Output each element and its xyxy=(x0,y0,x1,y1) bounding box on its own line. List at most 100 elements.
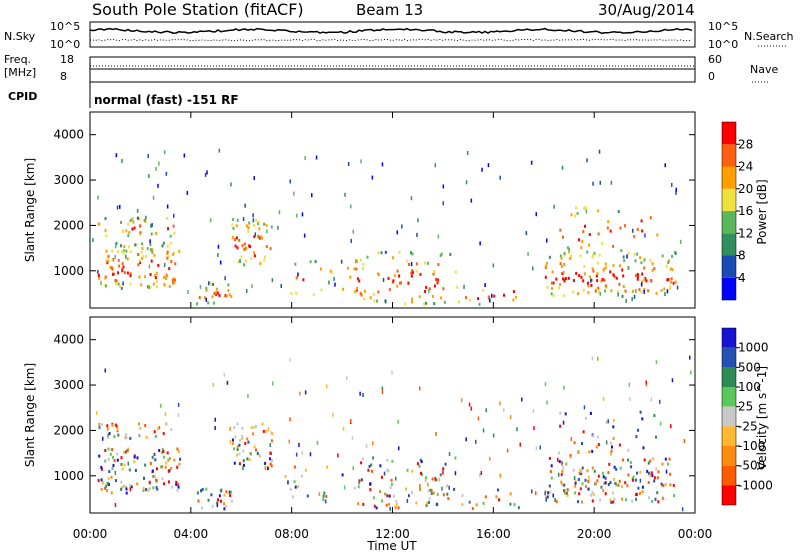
echo-cell xyxy=(545,497,547,502)
echo-cell xyxy=(569,257,572,261)
echo-cell xyxy=(647,289,650,293)
echo-cell xyxy=(110,491,113,495)
echo-cell xyxy=(482,501,485,505)
echo-cell xyxy=(251,284,253,289)
echo-cell xyxy=(579,487,582,491)
echo-cell xyxy=(578,471,581,475)
echo-cell xyxy=(626,254,628,259)
echo-cell xyxy=(609,452,612,456)
date-title: 30/Aug/2014 xyxy=(598,1,695,19)
echo-cell xyxy=(661,462,664,466)
echo-cell xyxy=(419,386,421,391)
echo-cell xyxy=(597,232,600,236)
echo-cell xyxy=(613,497,616,501)
echo-cell xyxy=(165,461,168,465)
echo-cell xyxy=(105,249,108,253)
echo-cell xyxy=(617,483,620,487)
echo-cell xyxy=(239,259,241,263)
echo-cell xyxy=(398,274,401,278)
echo-cell xyxy=(100,281,102,285)
echo-cell xyxy=(240,255,243,259)
echo-cell xyxy=(562,465,564,470)
echo-cell xyxy=(416,232,418,237)
echo-cell xyxy=(356,259,359,263)
echo-cell xyxy=(669,267,672,271)
echo-cell xyxy=(154,276,157,280)
echo-cell xyxy=(666,289,669,294)
echo-cell xyxy=(120,480,123,484)
echo-cell xyxy=(646,469,649,473)
echo-cell xyxy=(594,482,597,486)
echo-cell xyxy=(271,432,274,436)
echo-cell xyxy=(169,241,172,245)
echo-cell xyxy=(539,445,541,450)
echo-cell xyxy=(609,481,612,485)
echo-cell xyxy=(558,451,561,455)
echo-cell xyxy=(573,441,576,445)
echo-cell xyxy=(623,259,626,263)
echo-cell xyxy=(360,159,362,164)
echo-cell xyxy=(656,476,659,480)
echo-cell xyxy=(574,484,577,488)
nsearch-tick-bottom: 10^0 xyxy=(708,38,738,51)
echo-cell xyxy=(197,499,200,503)
echo-cell xyxy=(604,492,607,496)
echo-cell xyxy=(293,480,296,484)
echo-cell xyxy=(531,489,533,494)
echo-cell xyxy=(552,493,554,498)
echo-cell xyxy=(487,163,490,168)
echo-cell xyxy=(570,437,573,442)
echo-cell xyxy=(544,382,547,387)
echo-cell xyxy=(145,488,148,492)
echo-cell xyxy=(250,425,253,429)
echo-cell xyxy=(432,491,435,495)
echo-cell xyxy=(149,462,152,465)
echo-cell xyxy=(166,204,169,209)
echo-cell xyxy=(289,487,292,491)
echo-cell xyxy=(442,201,444,206)
echo-cell xyxy=(580,246,583,250)
echo-cell xyxy=(641,485,644,489)
echo-cell xyxy=(272,381,274,386)
echo-cell xyxy=(155,231,158,235)
echo-cell xyxy=(121,467,124,471)
echo-cell xyxy=(424,289,426,293)
echo-cell xyxy=(627,266,630,270)
echo-cell xyxy=(584,416,587,420)
echo-cell xyxy=(322,498,325,502)
echo-cell xyxy=(435,478,438,482)
echo-cell xyxy=(689,355,691,360)
echo-cell xyxy=(554,497,556,502)
echo-cell xyxy=(613,465,616,469)
echo-cell xyxy=(231,223,234,227)
echo-cell xyxy=(629,396,631,401)
x-tick-label: 00:00 xyxy=(73,527,108,541)
echo-cell xyxy=(436,492,439,496)
echo-cell xyxy=(617,292,619,297)
echo-cell xyxy=(563,262,566,266)
colorbar-tick-label: 25 xyxy=(738,400,753,414)
echo-cell xyxy=(149,285,152,289)
echo-cell xyxy=(426,261,429,265)
echo-cell xyxy=(521,397,523,402)
echo-cell xyxy=(559,283,562,286)
echo-cell xyxy=(544,264,547,268)
echo-cell xyxy=(639,470,642,474)
echo-cell xyxy=(657,470,660,474)
echo-cell xyxy=(220,499,222,503)
echo-cell xyxy=(442,493,445,497)
echo-cell xyxy=(187,290,189,294)
echo-cell xyxy=(637,486,640,490)
echo-cell xyxy=(612,244,615,248)
echo-cell xyxy=(664,457,667,461)
echo-cell xyxy=(243,263,245,267)
x-tick-label: 12:00 xyxy=(375,527,410,541)
echo-cell xyxy=(618,264,621,268)
echo-cell xyxy=(98,276,101,280)
echo-cell xyxy=(122,281,124,286)
echo-cell xyxy=(535,446,538,451)
echo-cell xyxy=(448,485,450,490)
echo-cell xyxy=(352,466,354,471)
echo-cell xyxy=(660,288,663,292)
velocity-ylabel: Slant Range [km] xyxy=(23,363,37,467)
